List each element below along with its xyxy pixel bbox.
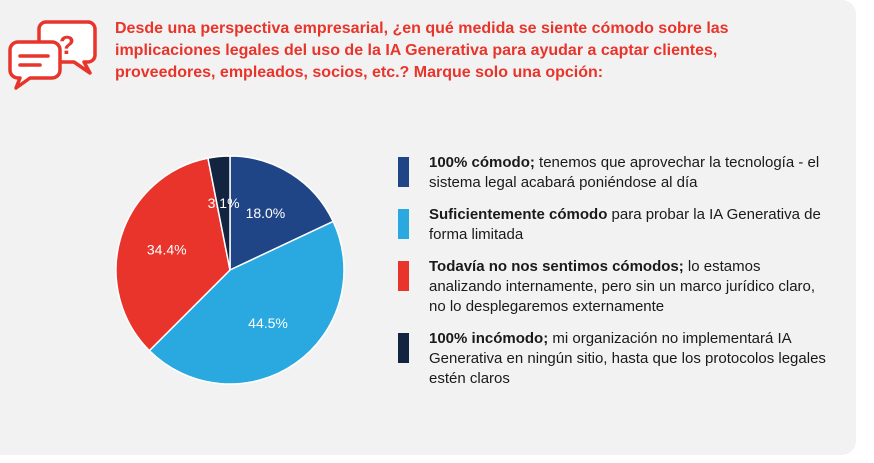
legend-item-todavia-no: Todavía no nos sentimos cómodos; lo esta… [398, 257, 828, 317]
title-line: proveedores, empleados, socios, etc.? Ma… [115, 64, 604, 81]
svg-text:?: ? [59, 30, 75, 60]
title-line: Desde una perspectiva empresarial, ¿en q… [115, 20, 729, 37]
legend-bold: Todavía no nos sentimos cómodos; [429, 258, 684, 275]
legend-text: Suficientemente cómodo para probar la IA… [429, 205, 828, 245]
pie-slice-suficiente [148, 220, 345, 385]
slice-label-todavia-no: 34.4% [147, 241, 187, 257]
slice-label-comodo: 18.0% [246, 205, 286, 221]
chat-question-icon: ? [8, 20, 97, 90]
legend-swatch [398, 209, 409, 239]
pie-slice-comodo [229, 155, 335, 272]
legend-bold: 100% incómodo; [429, 330, 549, 347]
legend-description: para probar la IA Generativa de forma li… [429, 206, 821, 243]
title-line: implicaciones legales del uso de la IA G… [115, 42, 718, 59]
legend-swatch [398, 157, 409, 187]
legend-description: mi organización no implementará IA Gener… [429, 330, 826, 387]
legend-item-incomodo: 100% incómodo; mi organización no implem… [398, 329, 828, 389]
legend-text: Todavía no nos sentimos cómodos; lo esta… [429, 257, 828, 317]
legend-item-comodo: 100% cómodo; tenemos que aprovechar la t… [398, 153, 828, 193]
legend-text: 100% incómodo; mi organización no implem… [429, 329, 828, 389]
legend-text: 100% cómodo; tenemos que aprovechar la t… [429, 153, 828, 193]
survey-card: ? Desde una perspectiva empresarial, ¿en… [0, 0, 856, 455]
legend-item-suficiente: Suficientemente cómodo para probar la IA… [398, 205, 828, 245]
legend-bold: 100% cómodo; [429, 154, 535, 171]
slice-label-suficiente: 44.5% [248, 315, 288, 331]
legend-swatch [398, 261, 409, 291]
legend-description: lo estamos analizando internamente, pero… [429, 258, 816, 315]
pie-slice-todavia-no [115, 157, 231, 352]
legend-description: tenemos que aprovechar la tecnología - e… [429, 154, 820, 191]
pie-slice-incomodo [207, 155, 231, 271]
legend-bold: Suficientemente cómodo [429, 206, 608, 223]
legend-swatch [398, 333, 409, 363]
legend: 100% cómodo; tenemos que aprovechar la t… [398, 153, 828, 401]
question-title: Desde una perspectiva empresarial, ¿en q… [115, 18, 815, 84]
slice-label-incomodo: 3.1% [208, 195, 240, 211]
pie-chart: 18.0% 44.5% 34.4% 3.1% [115, 155, 345, 385]
